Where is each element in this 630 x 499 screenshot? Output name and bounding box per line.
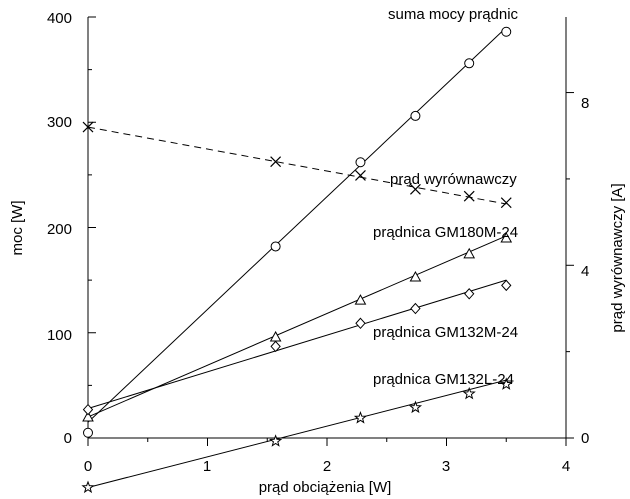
sum-power-point xyxy=(501,26,512,37)
sum-power-fit-line xyxy=(87,27,507,423)
axes xyxy=(87,16,574,446)
gm132l-point xyxy=(499,377,513,390)
y-tick-label: 400 xyxy=(47,10,72,27)
y-axis-title: moc [W] xyxy=(9,201,26,256)
sum-power-point xyxy=(464,58,475,69)
gm132m-point xyxy=(464,288,475,300)
equalizing-current-fit-line xyxy=(87,126,507,205)
gm132l-fit-line xyxy=(87,379,507,488)
gm180m-point xyxy=(409,270,422,282)
y-tick-label: 200 xyxy=(47,221,72,238)
equalizing-current-point xyxy=(500,197,512,209)
gm180m-point xyxy=(354,294,367,305)
series-label-sum: suma mocy prądnic xyxy=(388,6,519,23)
gm132m-point xyxy=(82,403,94,416)
data-markers xyxy=(81,26,513,494)
sum-power-point xyxy=(83,427,93,438)
gm180m-point xyxy=(269,330,282,342)
x-tick-label: 3 xyxy=(442,458,450,475)
gm132m-point xyxy=(410,302,421,315)
gm132m-point xyxy=(501,279,512,292)
equalizing-current-point xyxy=(82,121,94,133)
gm132l-point xyxy=(353,411,368,424)
gm180m-point xyxy=(500,231,513,243)
series-label-gm180m: prądnica GM180M-24 xyxy=(373,224,518,241)
y-tick-label: 300 xyxy=(47,114,72,131)
series-label-equalizing-current: prąd wyrównawczy xyxy=(390,171,517,188)
x-tick-label: 4 xyxy=(562,458,570,475)
equalizing-current-point xyxy=(463,190,475,202)
gm132l-point xyxy=(81,480,95,494)
y-tick-label: 100 xyxy=(47,327,72,344)
gm132l-point xyxy=(269,434,283,447)
y-tick-label: 0 xyxy=(64,430,72,447)
series-label-gm132l: prądnica GM132L-24 xyxy=(373,371,514,388)
y2-tick-label: 0 xyxy=(581,430,589,447)
equalizing-current-point xyxy=(355,170,366,181)
equalizing-current-point xyxy=(270,156,282,168)
gm180m-point xyxy=(82,410,94,422)
fit-lines xyxy=(87,27,507,488)
gm180m-point xyxy=(463,247,476,259)
x-axis-title: prąd obciążenia [W] xyxy=(259,479,392,496)
gm132l-point xyxy=(462,386,476,400)
gm132m-point xyxy=(270,340,281,353)
x-tick-label: 1 xyxy=(203,458,211,475)
sum-power-point xyxy=(270,241,281,252)
equalizing-current-point xyxy=(410,183,421,195)
y2-tick-label: 4 xyxy=(581,263,589,280)
y2-axis-title: prąd wyrównawczy [A] xyxy=(609,183,626,332)
gm132l-point xyxy=(408,400,423,414)
x-tick-label: 2 xyxy=(323,458,331,475)
x-tick-label: 0 xyxy=(84,458,92,475)
sum-power-point xyxy=(355,157,366,168)
gm132m-point xyxy=(355,317,366,330)
y2-tick-label: 8 xyxy=(581,95,589,112)
series-label-gm132m: prądnica GM132M-24 xyxy=(373,324,518,341)
sum-power-point xyxy=(410,110,421,121)
gm132m-fit-line xyxy=(87,279,507,410)
